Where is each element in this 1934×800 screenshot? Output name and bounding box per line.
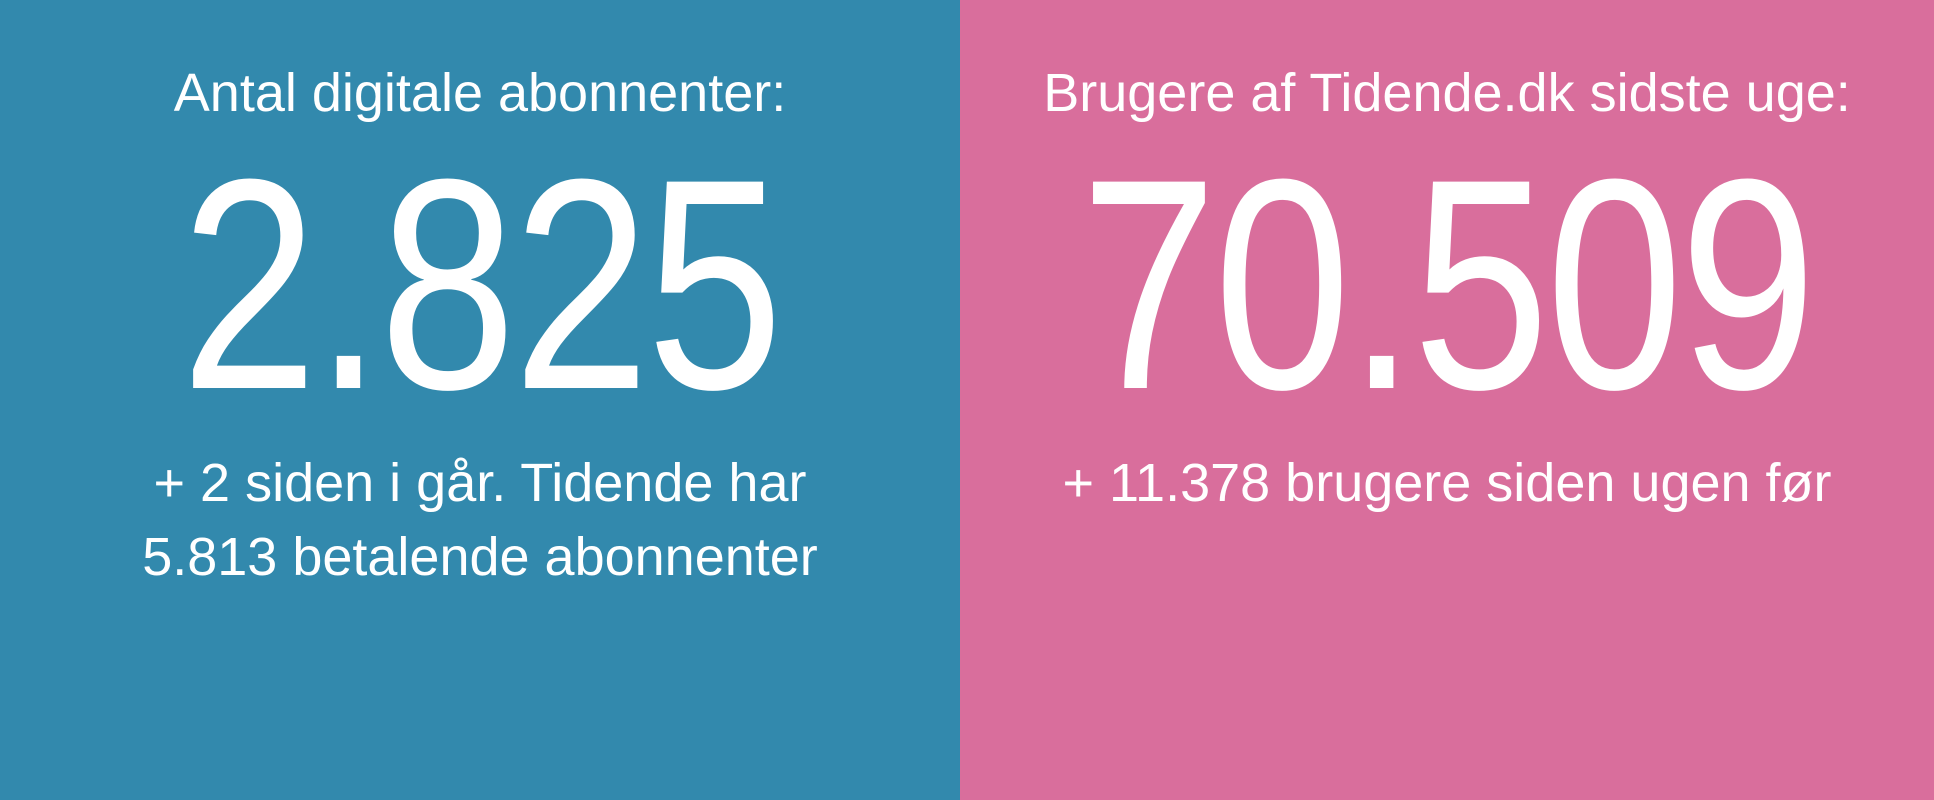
weekly-users-panel: Brugere af Tidende.dk sidste uge: 70.509… [960,0,1934,800]
weekly-users-count: 70.509 [1080,116,1817,452]
weekly-users-subtext: + 11.378 brugere siden ugen før [1062,446,1831,520]
digital-subscribers-panel: Antal digitale abonnenter: 2.825 + 2 sid… [0,0,960,800]
digital-subscribers-count: 2.825 [180,116,782,452]
paying-subscribers-text: 5.813 betalende abonnenter [142,527,818,587]
users-change-text: + 11.378 brugere siden ugen før [1062,453,1832,513]
digital-subscribers-label: Antal digitale abonnenter: [173,63,787,123]
weekly-users-label: Brugere af Tidende.dk sidste uge: [1043,63,1851,123]
digital-subscribers-subtext: + 2 siden i går. Tidende har 5.813 betal… [142,446,818,594]
subscribers-change-text: + 2 siden i går. Tidende har [153,453,807,513]
